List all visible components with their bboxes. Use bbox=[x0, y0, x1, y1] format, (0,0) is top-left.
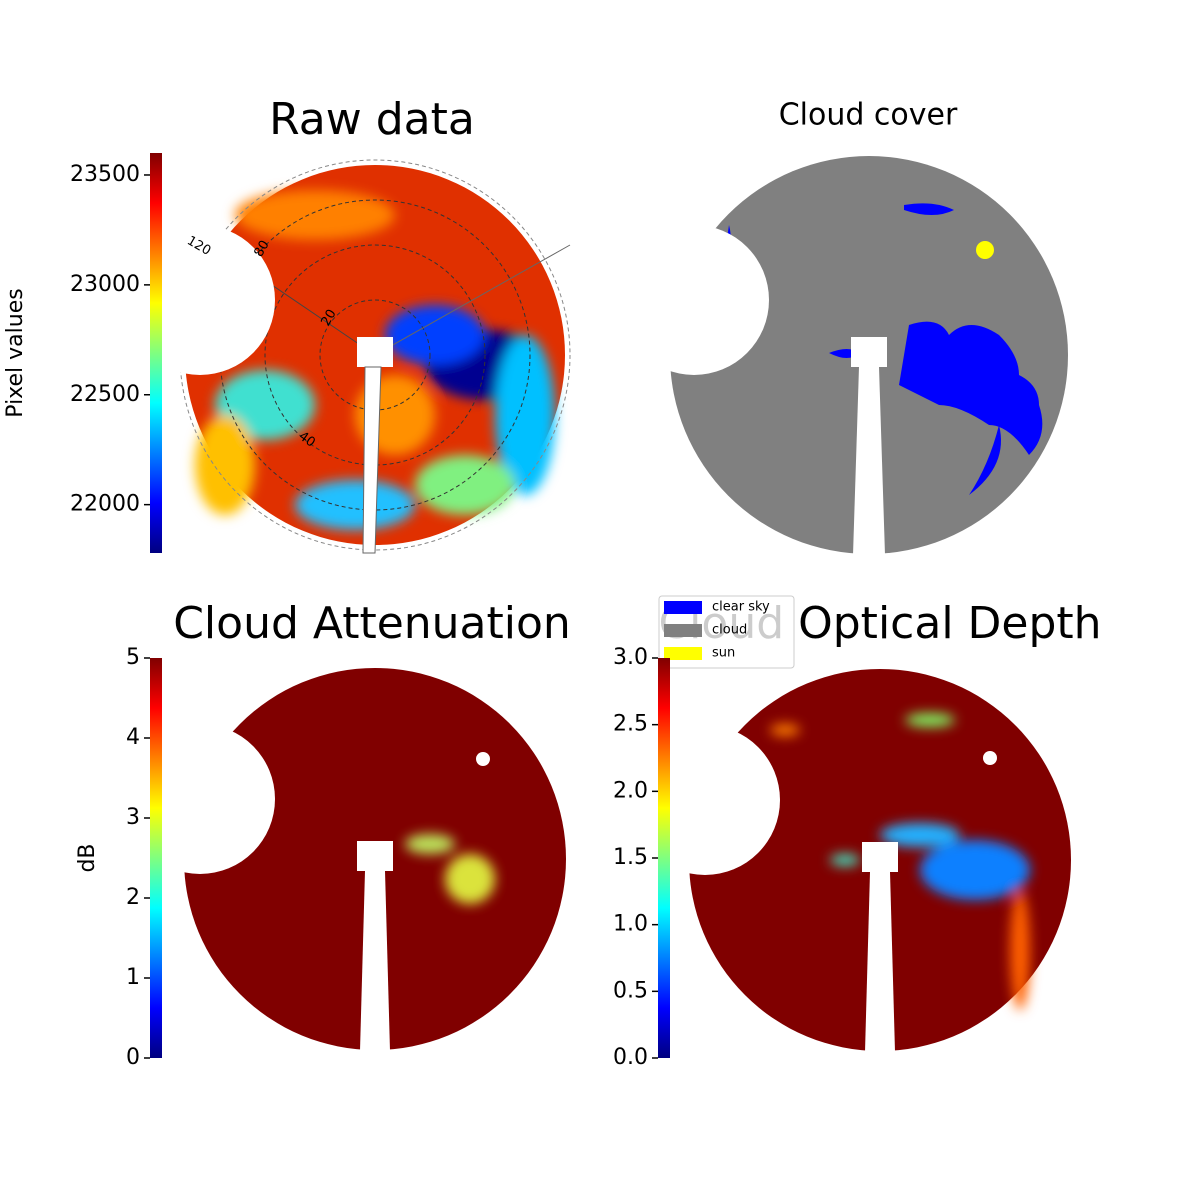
legend-swatch bbox=[664, 647, 702, 660]
colorbar-tick-label: 2.5 bbox=[613, 712, 648, 737]
panel-title: Cloud Attenuation bbox=[173, 598, 571, 649]
optical-depth-image bbox=[630, 669, 1071, 1052]
colorbar-tick-label: 1.5 bbox=[613, 845, 648, 870]
colorbar-tick-label: 1 bbox=[126, 965, 140, 990]
colorbar-tick-label: 5 bbox=[126, 645, 140, 670]
polar-label: 20 bbox=[319, 307, 340, 329]
colorbar-tick-label: 23000 bbox=[70, 272, 140, 297]
legend-label: clear sky bbox=[712, 600, 770, 615]
cloud-cover-image bbox=[619, 156, 1068, 555]
colorbar bbox=[658, 658, 670, 1058]
colorbar-tick-label: 1.0 bbox=[613, 912, 648, 937]
panel-title: Cloud cover bbox=[779, 98, 958, 133]
colorbar-tick-label: 0.0 bbox=[613, 1045, 648, 1070]
legend-swatch bbox=[664, 624, 702, 637]
colorbar-tick-label: 0 bbox=[126, 1045, 140, 1070]
panel-title: Raw data bbox=[269, 94, 475, 145]
legend: clear sky cloud sun bbox=[658, 595, 795, 669]
colorbar-tick-label: 2.0 bbox=[613, 778, 648, 803]
colorbar-tick-label: 3.0 bbox=[613, 645, 648, 670]
colorbar-tick-label: 22500 bbox=[70, 382, 140, 407]
colorbar-tick-label: 2 bbox=[126, 885, 140, 910]
colorbar bbox=[150, 153, 162, 553]
colorbar-tick-label: 3 bbox=[126, 805, 140, 830]
legend-label: sun bbox=[712, 646, 735, 661]
legend-swatch bbox=[664, 601, 702, 614]
colorbar-tick-label: 0.5 bbox=[613, 978, 648, 1003]
polar-label: 80 bbox=[252, 238, 273, 260]
colorbar-tick-label: 4 bbox=[126, 725, 140, 750]
colorbar-tick-label: 23500 bbox=[70, 162, 140, 187]
attenuation-image bbox=[125, 668, 566, 1051]
colorbar-label: Pixel values bbox=[3, 288, 28, 417]
legend-label: cloud bbox=[712, 623, 747, 638]
colorbar-label: dB bbox=[75, 843, 100, 872]
colorbar-tick-label: 22000 bbox=[70, 492, 140, 517]
colorbar bbox=[150, 658, 162, 1058]
raw-image bbox=[125, 159, 571, 554]
